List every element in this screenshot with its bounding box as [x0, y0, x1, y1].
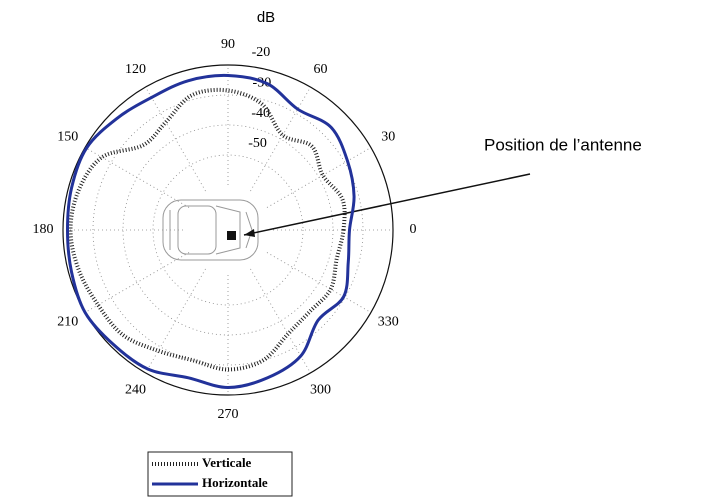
series-line: [68, 87, 347, 372]
theta-tick-label: 60: [314, 62, 328, 77]
outer-circle: [62, 64, 394, 396]
antenna: [227, 231, 236, 240]
radial-label: dB: [257, 9, 275, 26]
arrow-head: [244, 229, 255, 237]
arrow: [243, 173, 531, 236]
theta-tick-label: 300: [310, 382, 331, 397]
theta-tick-label: 0: [410, 222, 417, 237]
grid-spoke: [145, 86, 206, 192]
car-detail: [169, 210, 253, 250]
car-body: [162, 199, 259, 261]
grid-ring: [92, 94, 364, 366]
theta-tick-label: 330: [378, 315, 399, 330]
r-tick-label: -20: [252, 45, 271, 60]
car-icon: [162, 199, 259, 261]
grid-spoke: [84, 252, 190, 313]
legend-label: Horizontale: [202, 475, 268, 490]
car-roof: [177, 205, 217, 255]
grid-spoke: [266, 147, 372, 208]
series-line: [65, 73, 356, 390]
theta-tick-label: 150: [57, 130, 78, 145]
car-windshield: [215, 205, 241, 255]
r-tick-label: -40: [251, 106, 270, 121]
theta-tick-label: 210: [57, 315, 78, 330]
theta-tick-label: 30: [381, 130, 395, 145]
r-tick-label: -50: [248, 136, 267, 151]
theta-tick-label: 120: [125, 62, 146, 77]
grid-spoke: [266, 252, 372, 313]
theta-tick-label: 270: [218, 407, 239, 422]
theta-tick-label: 240: [125, 382, 146, 397]
legend-label: Verticale: [202, 455, 252, 470]
theta-tick-label: 180: [33, 222, 54, 237]
grid-spoke: [250, 86, 311, 192]
grid-spoke: [145, 268, 206, 374]
theta-tick-label: 90: [221, 37, 235, 52]
annotation: Position de l’antenne: [484, 135, 642, 154]
legend: [147, 451, 293, 497]
grid-spoke: [84, 147, 190, 208]
grid-ring: [152, 154, 304, 306]
